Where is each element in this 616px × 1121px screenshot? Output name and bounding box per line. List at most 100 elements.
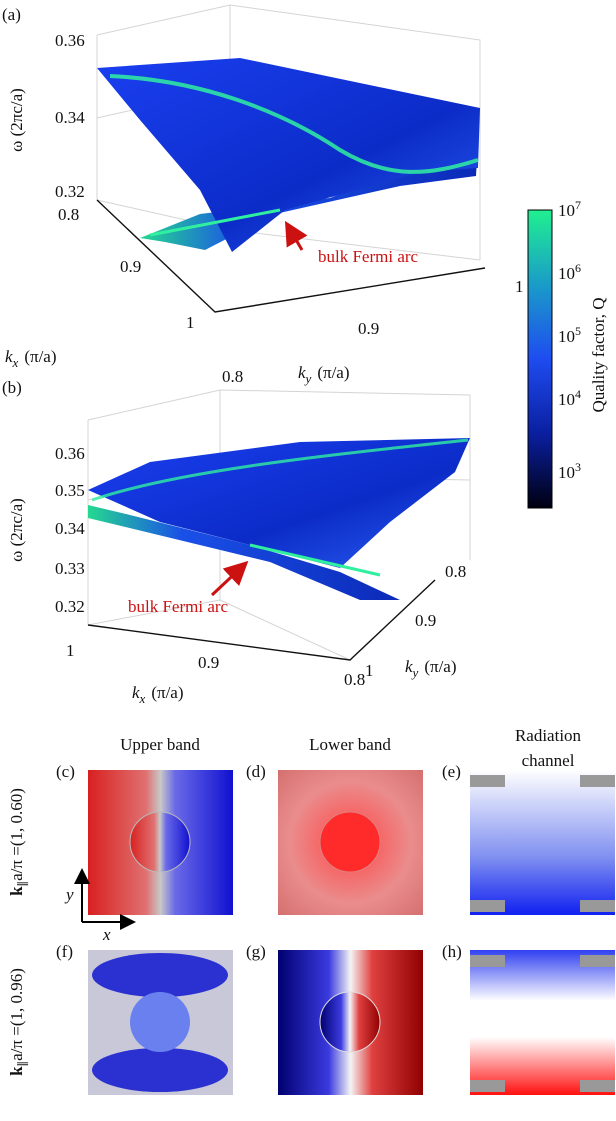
exponent: 7 <box>575 198 581 212</box>
y-axis-label: y <box>64 885 74 904</box>
colorbar-tick-label: 103 <box>558 460 581 482</box>
column-header: Upper band <box>120 735 200 754</box>
panel-label: (a) <box>2 5 21 24</box>
axes <box>87 579 436 661</box>
symbol: k <box>7 1066 26 1076</box>
field-maps: Upper band Lower band Radiation channel … <box>7 726 615 1095</box>
hole <box>319 811 381 873</box>
z-tick-label: 0.34 <box>55 519 85 538</box>
panel-b: (b) 0.36 0.35 0.34 0.33 0.32 ω (2πc/a) 1… <box>2 378 471 706</box>
colorbar: 107 106 105 104 103 Quality factor, Q <box>527 198 608 509</box>
row-label: k∥a/π =(1, 0.60) <box>7 788 30 896</box>
kx-tick-label: 1 <box>186 313 195 332</box>
colorbar-tick-label: 106 <box>558 261 581 283</box>
kx-tick-label: 0.9 <box>198 653 219 672</box>
symbol: k <box>298 363 306 382</box>
exponent: 6 <box>575 261 581 275</box>
field-map <box>470 770 615 915</box>
column-header: Radiation <box>515 726 582 745</box>
panel-label: (d) <box>246 762 266 781</box>
rest: a/π =(1, 0.96) <box>7 968 26 1061</box>
z-tick-label: 0.36 <box>55 444 85 463</box>
subscript: x <box>12 355 19 370</box>
colorbar-tick-label: 107 <box>558 198 581 220</box>
exponent: 4 <box>575 387 581 401</box>
symbol: k <box>132 683 140 702</box>
ky-axis-label: ky (π/a) <box>405 657 457 680</box>
slab <box>580 775 615 787</box>
ky-tick-label: 0.8 <box>445 562 466 581</box>
symbol: k <box>7 886 26 896</box>
exponent: 3 <box>575 460 581 474</box>
slab <box>580 1080 615 1092</box>
arc-streak <box>109 74 479 174</box>
subscript: ∥ <box>16 1061 30 1067</box>
ky-axis-label: ky (π/a) <box>298 363 350 386</box>
field-map <box>470 950 615 1095</box>
subscript: ∥ <box>16 881 30 887</box>
subscript: y <box>304 371 312 386</box>
ky-tick-label: 1 <box>515 277 524 296</box>
z-axis-label: ω (2πc/a) <box>7 498 26 562</box>
base: 10 <box>558 463 575 482</box>
kx-tick-label: 0.8 <box>344 670 365 689</box>
z-tick-label: 0.34 <box>55 108 85 127</box>
upper-surface <box>97 58 480 252</box>
unit: (π/a) <box>24 347 56 366</box>
kx-tick-label: 1 <box>66 641 75 660</box>
arrow <box>284 220 308 251</box>
annotation: bulk Fermi arc <box>128 597 229 616</box>
kx-tick-label: 0.8 <box>58 205 79 224</box>
arc-streak <box>91 438 469 502</box>
z-tick-label: 0.35 <box>55 481 85 500</box>
rest: a/π =(1, 0.60) <box>7 788 26 881</box>
hole <box>129 811 191 873</box>
z-tick-label: 0.36 <box>55 31 85 50</box>
slab <box>470 900 505 912</box>
panel-a: (a) 0.36 0.34 0.32 ω (2πc/a) 0.8 0.9 1 k… <box>2 4 524 386</box>
unit: (π/a) <box>317 363 349 382</box>
lobe <box>92 953 228 997</box>
slab <box>470 775 505 787</box>
upper-surface <box>88 438 470 568</box>
box <box>87 389 471 661</box>
column-header: Lower band <box>309 735 391 754</box>
z-tick-label: 0.32 <box>55 182 85 201</box>
panel-label: (e) <box>442 762 461 781</box>
z-tick-label: 0.33 <box>55 559 85 578</box>
z-tick-label: 0.32 <box>55 597 85 616</box>
lower-surface <box>88 505 400 600</box>
x-axis-label: x <box>102 925 111 944</box>
ky-tick-label: 0.9 <box>415 611 436 630</box>
panel-label: (b) <box>2 378 22 397</box>
hole <box>319 991 381 1053</box>
panel-label: (f) <box>56 942 73 961</box>
panel-label: (h) <box>442 942 462 961</box>
symbol: k <box>405 657 413 676</box>
panel-label: (c) <box>56 762 75 781</box>
slab <box>580 955 615 967</box>
subscript: x <box>139 691 146 706</box>
ky-tick-label: 1 <box>365 661 374 680</box>
row-label: k∥a/π =(1, 0.96) <box>7 968 30 1076</box>
axes <box>96 199 486 313</box>
colorbar-tick-label: 104 <box>558 387 581 409</box>
base: 10 <box>558 327 575 346</box>
subscript: y <box>411 665 419 680</box>
slab <box>470 1080 505 1092</box>
kx-tick-label: 0.9 <box>120 257 141 276</box>
unit: (π/a) <box>424 657 456 676</box>
lobe <box>92 1048 228 1092</box>
annotation: bulk Fermi arc <box>318 247 419 266</box>
arrow <box>210 560 249 597</box>
z-axis-label: ω (2πc/a) <box>7 88 26 152</box>
base: 10 <box>558 201 575 220</box>
arc-streak <box>249 543 381 577</box>
kx-axis-label: kx (π/a) <box>5 347 57 370</box>
panel-label: (g) <box>246 942 266 961</box>
colorbar-label: Quality factor, Q <box>589 298 608 413</box>
slab <box>580 900 615 912</box>
base: 10 <box>558 390 575 409</box>
exponent: 5 <box>575 324 581 338</box>
colorbar-bar <box>527 209 553 509</box>
